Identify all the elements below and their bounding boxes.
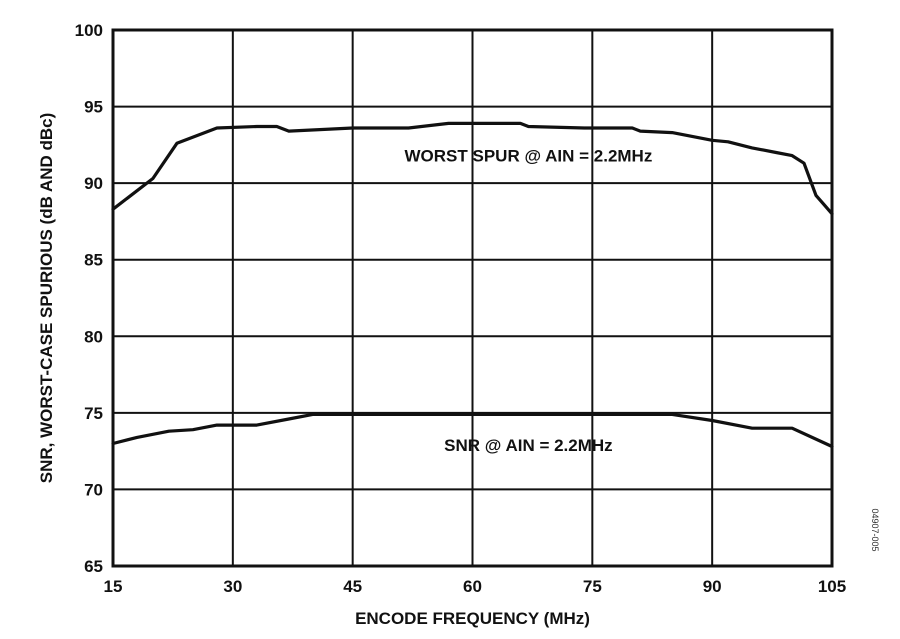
x-tick-label: 90: [703, 577, 722, 596]
x-tick-labels: 15 30 45 60 75 90 105: [104, 577, 847, 596]
y-tick-labels: 65 70 75 80 85 90 95 100: [75, 21, 103, 576]
grid-lines: [112, 29, 833, 567]
x-tick-label: 30: [223, 577, 242, 596]
y-tick-label: 95: [84, 98, 103, 117]
y-tick-label: 70: [84, 480, 103, 499]
series-line-2: [111, 412, 834, 449]
y-tick-label: 100: [75, 21, 103, 40]
y-tick-label: 90: [84, 174, 103, 193]
plot-frame: [111, 28, 834, 568]
y-tick-label: 80: [84, 327, 103, 346]
y-tick-label: 75: [84, 404, 103, 423]
x-tick-label: 60: [463, 577, 482, 596]
figure-id: 04907-005: [870, 508, 880, 551]
y-axis-title: SNR, WORST-CASE SPURIOUS (dB AND dBc): [37, 113, 56, 484]
annotations: WORST SPUR @ AIN = 2.2MHz SNR @ AIN = 2.2…: [405, 147, 653, 455]
x-tick-label: 105: [818, 577, 846, 596]
y-tick-label: 85: [84, 251, 103, 270]
series-group: [111, 121, 834, 449]
x-tick-label: 15: [104, 577, 123, 596]
series-line-1: [111, 121, 834, 216]
series-annotation-1: WORST SPUR @ AIN = 2.2MHz: [405, 147, 653, 166]
series-annotation-2: SNR @ AIN = 2.2MHz: [444, 436, 613, 455]
y-tick-label: 65: [84, 557, 103, 576]
x-axis-title: ENCODE FREQUENCY (MHz): [355, 609, 590, 628]
x-tick-label: 45: [343, 577, 362, 596]
x-tick-label: 75: [583, 577, 602, 596]
